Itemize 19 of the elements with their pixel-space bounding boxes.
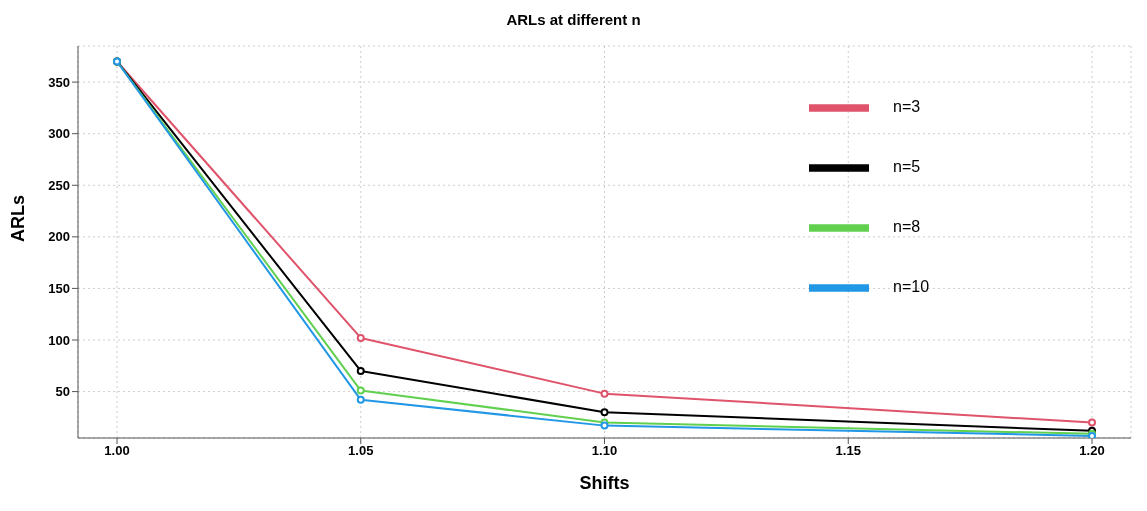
x-tick-label: 1.00	[104, 443, 130, 459]
x-axis-title: Shifts	[579, 473, 630, 493]
y-axis-title: ARLs	[8, 194, 29, 242]
y-tick-label: 300	[48, 126, 70, 142]
y-tick-label: 150	[48, 281, 70, 297]
x-tick-label: 1.10	[591, 443, 618, 459]
y-tick-label: 50	[55, 384, 70, 400]
chart-title: ARLs at different n	[505, 10, 642, 30]
x-tick-label: 1.05	[348, 443, 374, 459]
y-tick-label: 100	[48, 332, 70, 348]
legend-label: n=5	[893, 158, 921, 176]
legend-label: n=10	[893, 278, 930, 296]
y-tick-label: 350	[48, 74, 70, 90]
y-tick-label: 200	[48, 229, 70, 245]
x-tick-label: 1.15	[835, 443, 861, 459]
legend-label: n=3	[893, 98, 921, 116]
x-tick-label: 1.20	[1079, 443, 1105, 459]
y-tick-label: 250	[48, 177, 70, 193]
legend-label: n=8	[893, 218, 921, 236]
